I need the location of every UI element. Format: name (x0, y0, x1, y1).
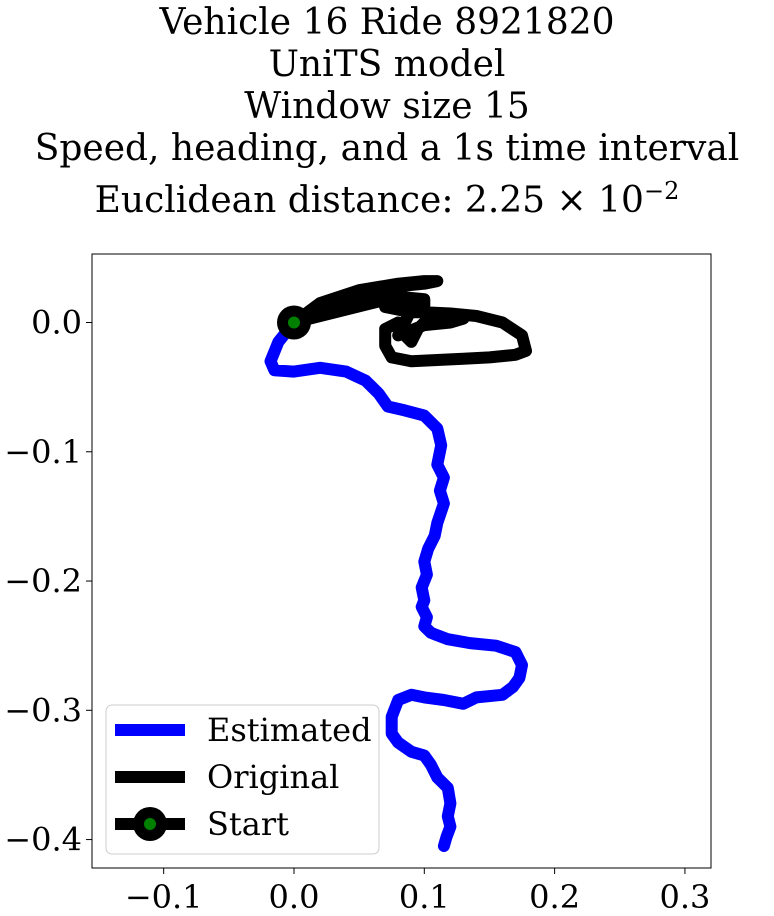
legend-label-estimated: Estimated (207, 711, 372, 749)
title-line-5-exponent: −2 (643, 177, 680, 205)
legend: Estimated Original Start (105, 704, 380, 855)
x-tick-label: 0.2 (529, 878, 580, 916)
x-tick-label: 0.3 (659, 878, 710, 916)
x-tick-label: −0.1 (125, 878, 203, 916)
legend-box (105, 704, 380, 855)
title-line-4: Speed, heading, and a 1s time interval (34, 128, 740, 169)
legend-start-marker-center (144, 818, 156, 830)
title-line-1: Vehicle 16 Ride 8921820 (159, 2, 615, 43)
series-line-original (288, 275, 532, 368)
title-line-5: Euclidean distance: 2.25 × 10−2 (0, 170, 774, 222)
x-tick-label: 0.0 (269, 878, 320, 916)
series-line-estimated (264, 316, 528, 852)
title-line-2: UniTS model (268, 44, 506, 85)
title-line-3: Window size 15 (244, 86, 530, 127)
chart-title: Vehicle 16 Ride 8921820 UniTS model Wind… (0, 0, 774, 222)
axes-frame (91, 253, 712, 869)
series-layer (264, 275, 532, 852)
legend-label-start: Start (207, 805, 289, 843)
x-axis: −0.1 0.0 0.1 0.2 0.3 (125, 868, 710, 916)
y-tick-label: −0.3 (4, 691, 82, 729)
y-tick-label: −0.2 (4, 562, 82, 600)
title-line-5-prefix: Euclidean distance: 2.25 × 10 (94, 180, 644, 221)
y-tick-label: −0.4 (4, 821, 82, 859)
x-tick-label: 0.1 (399, 878, 450, 916)
y-tick-label: 0.0 (31, 304, 82, 342)
legend-label-original: Original (207, 758, 339, 796)
y-tick-label: −0.1 (4, 433, 82, 471)
y-axis: 0.0 −0.1 −0.2 −0.3 −0.4 (4, 304, 92, 859)
start-marker-center (287, 316, 300, 329)
